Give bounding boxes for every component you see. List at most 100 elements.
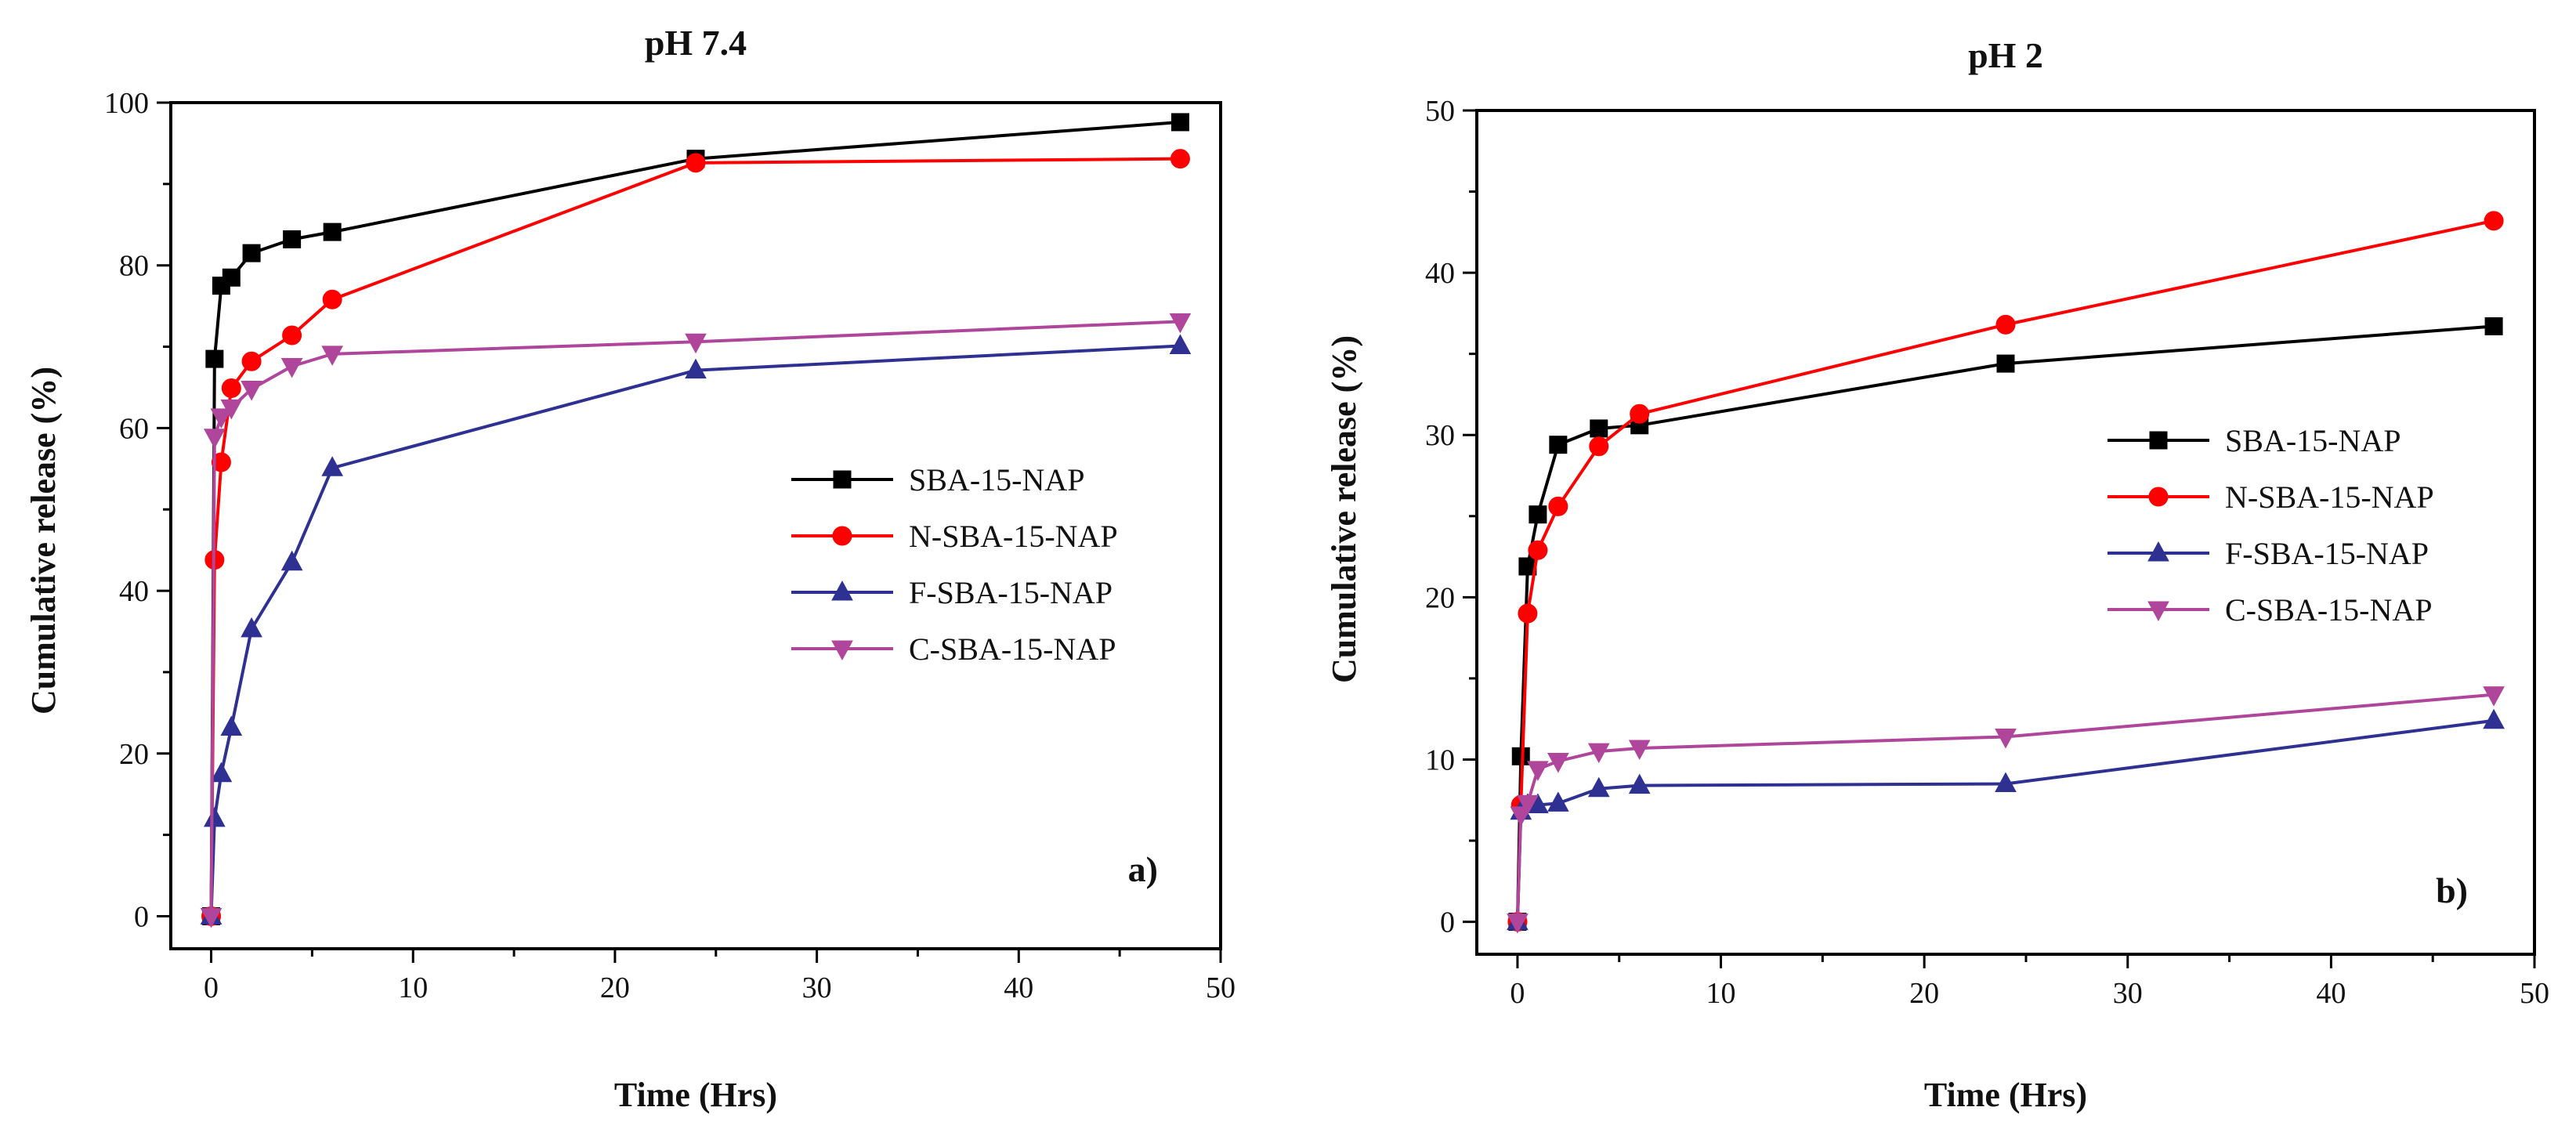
chart-a-point-n-sba-15-nap bbox=[282, 325, 302, 346]
chart-b-x-tick-label: 20 bbox=[1909, 977, 1939, 1010]
chart-b-legend-marker-sba-15-nap bbox=[2149, 431, 2168, 450]
chart-b-point-sba-15-nap bbox=[1549, 436, 1568, 454]
chart-a-point-c-sba-15-nap bbox=[200, 907, 223, 928]
chart-a-point-c-sba-15-nap bbox=[685, 333, 707, 354]
chart-b-title: pH 2 bbox=[1968, 35, 2043, 75]
chart-b-point-n-sba-15-nap bbox=[1589, 436, 1609, 457]
chart-b-x-axis-label: Time (Hrs) bbox=[1924, 1076, 2087, 1114]
chart-a-point-sba-15-nap bbox=[242, 244, 261, 262]
chart-a-point-c-sba-15-nap bbox=[241, 381, 262, 401]
chart-b-x-tick-label: 30 bbox=[2113, 977, 2143, 1010]
chart-b-legend-label-c-sba-15-nap: C-SBA-15-NAP bbox=[2225, 592, 2432, 628]
chart-a-y-tick-label: 40 bbox=[119, 575, 149, 608]
chart-b-point-sba-15-nap bbox=[1529, 505, 1547, 524]
chart-a-title: pH 7.4 bbox=[645, 23, 747, 63]
chart-b-point-n-sba-15-nap bbox=[1548, 496, 1568, 516]
chart-panel-a: pH 7.4 Time (Hrs) Cumulative release (%)… bbox=[24, 23, 1236, 1114]
chart-b-y-tick-label: 0 bbox=[1440, 906, 1455, 939]
chart-a-point-c-sba-15-nap bbox=[321, 346, 343, 366]
chart-a-point-c-sba-15-nap bbox=[210, 408, 233, 429]
chart-b-point-n-sba-15-nap bbox=[1518, 603, 1538, 624]
chart-a-plot-frame bbox=[169, 101, 1222, 950]
chart-b-marks bbox=[1507, 211, 2505, 934]
chart-b-legend: SBA-15-NAP N-SBA-15-NAP F-SBA-15-NAP C-SBA-… bbox=[2107, 423, 2434, 628]
chart-b-legend-marker-f-sba-15-nap bbox=[2147, 541, 2169, 562]
chart-b-point-sba-15-nap bbox=[1996, 354, 2015, 373]
chart-a-legend-marker-f-sba-15-nap bbox=[831, 580, 853, 601]
chart-a-marks bbox=[200, 113, 1192, 928]
chart-b-y-axis-label: Cumulative release (%) bbox=[1325, 335, 1363, 683]
chart-b-point-n-sba-15-nap bbox=[1995, 314, 2016, 335]
chart-a-x-tick-label: 10 bbox=[398, 971, 428, 1004]
chart-a-point-n-sba-15-nap bbox=[1170, 149, 1190, 169]
chart-a-x-tick-label: 20 bbox=[600, 971, 630, 1004]
chart-a-point-f-sba-15-nap bbox=[241, 617, 262, 638]
chart-a-legend-label-sba-15-nap: SBA-15-NAP bbox=[909, 462, 1084, 497]
chart-b-x-tick-label: 10 bbox=[1706, 977, 1736, 1010]
chart-b-x-tick-label: 0 bbox=[1510, 977, 1525, 1010]
chart-b-point-c-sba-15-nap bbox=[1995, 728, 2017, 749]
chart-a-point-f-sba-15-nap bbox=[685, 358, 707, 379]
chart-b-y-tick-label: 30 bbox=[1425, 419, 1455, 452]
chart-a-series-line-c-sba-15-nap bbox=[209, 320, 1181, 917]
chart-b-point-c-sba-15-nap bbox=[1507, 914, 1529, 934]
chart-a-point-c-sba-15-nap bbox=[1169, 313, 1192, 334]
chart-b-point-c-sba-15-nap bbox=[1517, 794, 1539, 816]
chart-b-point-n-sba-15-nap bbox=[2484, 211, 2504, 231]
chart-a-y-tick-label: 0 bbox=[134, 900, 149, 933]
chart-a-y-tick-label: 20 bbox=[119, 738, 149, 771]
chart-a-x-axis-label: Time (Hrs) bbox=[614, 1076, 777, 1114]
chart-a-point-f-sba-15-nap bbox=[280, 550, 303, 571]
chart-a-legend-label-c-sba-15-nap: C-SBA-15-NAP bbox=[909, 631, 1116, 667]
chart-a-point-f-sba-15-nap bbox=[321, 456, 343, 476]
chart-b-point-sba-15-nap bbox=[1590, 419, 1608, 438]
chart-b-point-n-sba-15-nap bbox=[1528, 540, 1548, 560]
chart-a-point-f-sba-15-nap bbox=[210, 762, 233, 783]
chart-a-legend-label-f-sba-15-nap: F-SBA-15-NAP bbox=[909, 575, 1113, 610]
chart-b-point-f-sba-15-nap bbox=[1547, 791, 1569, 812]
chart-a-point-sba-15-nap bbox=[1170, 113, 1189, 132]
chart-b-y-tick-label: 50 bbox=[1425, 95, 1455, 128]
chart-b-plot-frame bbox=[1475, 109, 2536, 956]
chart-a-point-n-sba-15-nap bbox=[241, 351, 262, 371]
chart-a-point-c-sba-15-nap bbox=[220, 399, 243, 420]
chart-a-x-tick-label: 40 bbox=[1004, 971, 1033, 1004]
chart-a-point-n-sba-15-nap bbox=[211, 452, 231, 472]
chart-b-y-tick-label: 40 bbox=[1425, 257, 1455, 290]
chart-a-point-sba-15-nap bbox=[205, 349, 224, 368]
chart-a-point-c-sba-15-nap bbox=[204, 429, 226, 449]
chart-a-legend: SBA-15-NAP N-SBA-15-NAP F-SBA-15-NAP C-SBA-… bbox=[791, 462, 1118, 667]
chart-b-point-f-sba-15-nap bbox=[1587, 776, 1610, 798]
chart-b-legend-label-f-sba-15-nap: F-SBA-15-NAP bbox=[2225, 536, 2429, 571]
chart-a-point-n-sba-15-nap bbox=[221, 378, 241, 398]
chart-a-point-sba-15-nap bbox=[323, 222, 342, 241]
chart-b-legend-marker-n-sba-15-nap bbox=[2148, 487, 2169, 507]
chart-b-point-c-sba-15-nap bbox=[2483, 686, 2505, 707]
chart-b-point-c-sba-15-nap bbox=[1547, 753, 1569, 773]
chart-panel-b: pH 2 Time (Hrs) Cumulative release (%) 0… bbox=[1325, 35, 2549, 1114]
chart-b-legend-label-sba-15-nap: SBA-15-NAP bbox=[2225, 423, 2401, 458]
chart-a-legend-marker-n-sba-15-nap bbox=[832, 526, 852, 546]
chart-b-point-sba-15-nap bbox=[2484, 317, 2503, 335]
chart-b-x-tick-label: 40 bbox=[2316, 977, 2346, 1010]
chart-a-point-sba-15-nap bbox=[222, 268, 241, 287]
chart-b-y-tick-label: 10 bbox=[1425, 743, 1455, 776]
chart-a-point-c-sba-15-nap bbox=[280, 357, 303, 378]
chart-a-legend-marker-sba-15-nap bbox=[833, 470, 852, 489]
chart-a-x-tick-label: 30 bbox=[802, 971, 832, 1004]
chart-a-y-axis-label: Cumulative release (%) bbox=[24, 367, 63, 715]
chart-b-point-f-sba-15-nap bbox=[2483, 708, 2505, 729]
chart-a-legend-label-n-sba-15-nap: N-SBA-15-NAP bbox=[909, 519, 1118, 554]
chart-a-y-tick-label: 60 bbox=[119, 412, 149, 445]
chart-a-legend-marker-c-sba-15-nap bbox=[831, 640, 853, 661]
chart-a-point-n-sba-15-nap bbox=[322, 289, 342, 309]
chart-a-point-f-sba-15-nap bbox=[220, 715, 243, 736]
chart-a-point-f-sba-15-nap bbox=[204, 806, 226, 827]
chart-b-ticks: 0 10 20 30 40 50 0 10 20 30 40 50 bbox=[1425, 95, 2549, 1010]
chart-b-panel-label: b) bbox=[2436, 870, 2468, 910]
chart-b-y-tick-label: 20 bbox=[1425, 581, 1455, 614]
chart-b-point-c-sba-15-nap bbox=[1587, 743, 1610, 764]
chart-a-y-tick-label: 80 bbox=[119, 250, 149, 283]
chart-a-ticks: 0 10 20 30 40 50 0 20 40 60 80 100 bbox=[104, 87, 1236, 1004]
chart-b-point-c-sba-15-nap bbox=[1628, 740, 1651, 761]
